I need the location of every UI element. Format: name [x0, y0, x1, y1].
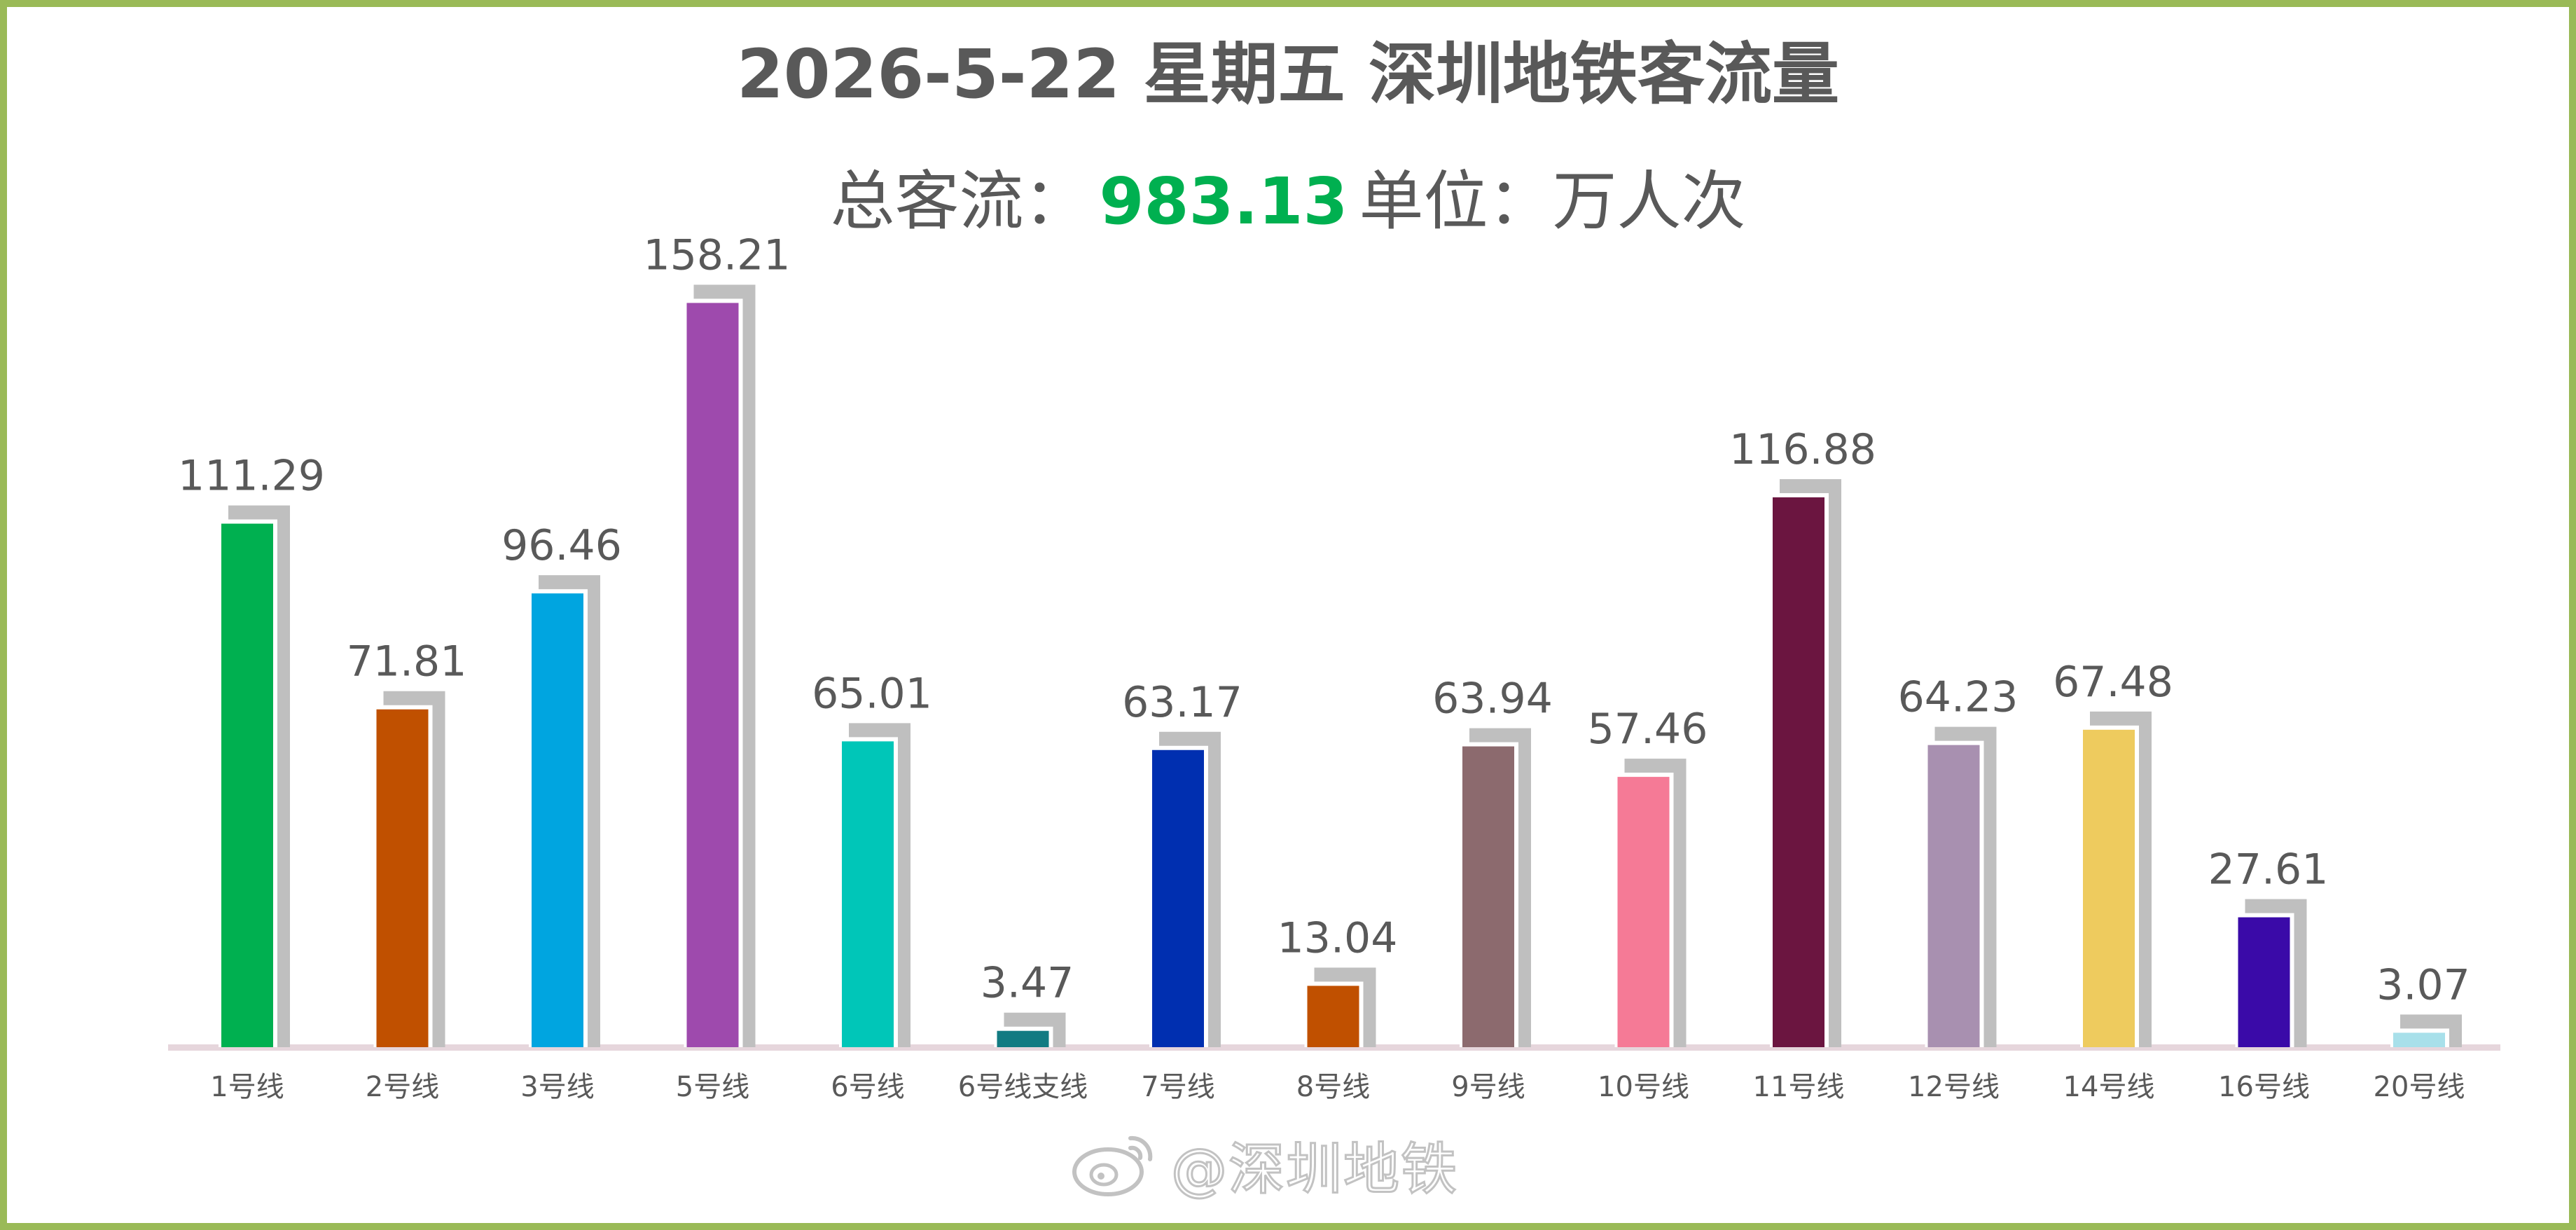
data-label: 3.47: [981, 959, 1074, 1008]
bar: [532, 593, 583, 1047]
data-label: 64.23: [1898, 673, 2018, 722]
unit-label: 单位：万人次: [1359, 164, 1746, 239]
tick-label: 5号线: [676, 1071, 749, 1103]
bar: [1927, 745, 1980, 1047]
total-value: 983.13: [1099, 164, 1348, 239]
x-axis-line: [168, 1044, 2500, 1051]
bar: [1152, 749, 1204, 1047]
bar: [221, 523, 273, 1047]
data-label: 65.01: [812, 669, 932, 718]
tick-label: 10号线: [1598, 1071, 1689, 1103]
total-label: 总客流：: [830, 164, 1088, 239]
tick-label: 9号线: [1451, 1071, 1525, 1103]
bar: [1462, 746, 1514, 1047]
data-label: 63.17: [1122, 678, 1242, 727]
tick-label: 8号线: [1296, 1071, 1370, 1103]
data-label: 63.94: [1432, 675, 1553, 724]
data-label: 158.21: [644, 230, 791, 279]
tick-label: 16号线: [2218, 1071, 2310, 1103]
data-label: 116.88: [1729, 425, 1876, 474]
tick-label: 11号线: [1753, 1071, 1845, 1103]
tick-label: 3号线: [520, 1071, 594, 1103]
bar: [1307, 986, 1359, 1047]
tick-label: 7号线: [1141, 1071, 1214, 1103]
bar: [2393, 1032, 2445, 1047]
data-label: 27.61: [2208, 845, 2329, 894]
bar: [842, 741, 894, 1047]
bar: [2083, 729, 2135, 1047]
bar: [376, 709, 429, 1047]
data-label: 57.46: [1588, 705, 1708, 754]
bar: [1773, 497, 1824, 1047]
data-label: 67.48: [2053, 658, 2173, 707]
tick-label: 6号线支线: [958, 1071, 1088, 1103]
tick-label: 6号线: [831, 1071, 904, 1103]
watermark: @深圳地铁: [1072, 1126, 1458, 1203]
watermark-text: @深圳地铁: [1170, 1136, 1458, 1203]
data-label: 71.81: [347, 637, 467, 686]
bar: [997, 1030, 1049, 1047]
bar: [686, 303, 739, 1047]
weibo-icon: [1072, 1135, 1153, 1196]
tick-label: 2号线: [366, 1071, 439, 1103]
data-label: 96.46: [501, 521, 622, 570]
chart-subtitle: 总客流： 983.13 单位：万人次: [0, 153, 2576, 251]
tick-label: 14号线: [2063, 1071, 2155, 1103]
tick-label: 20号线: [2374, 1071, 2465, 1103]
chart-title: 2026-5-22 星期五 深圳地铁客流量: [736, 35, 1840, 113]
tick-label: 1号线: [210, 1071, 284, 1103]
bar: [2238, 917, 2290, 1047]
data-label: 111.29: [178, 452, 325, 501]
bar: [1617, 777, 1670, 1047]
tick-label: 12号线: [1908, 1071, 2000, 1103]
data-label: 3.07: [2376, 960, 2470, 1009]
data-label: 13.04: [1277, 913, 1398, 962]
